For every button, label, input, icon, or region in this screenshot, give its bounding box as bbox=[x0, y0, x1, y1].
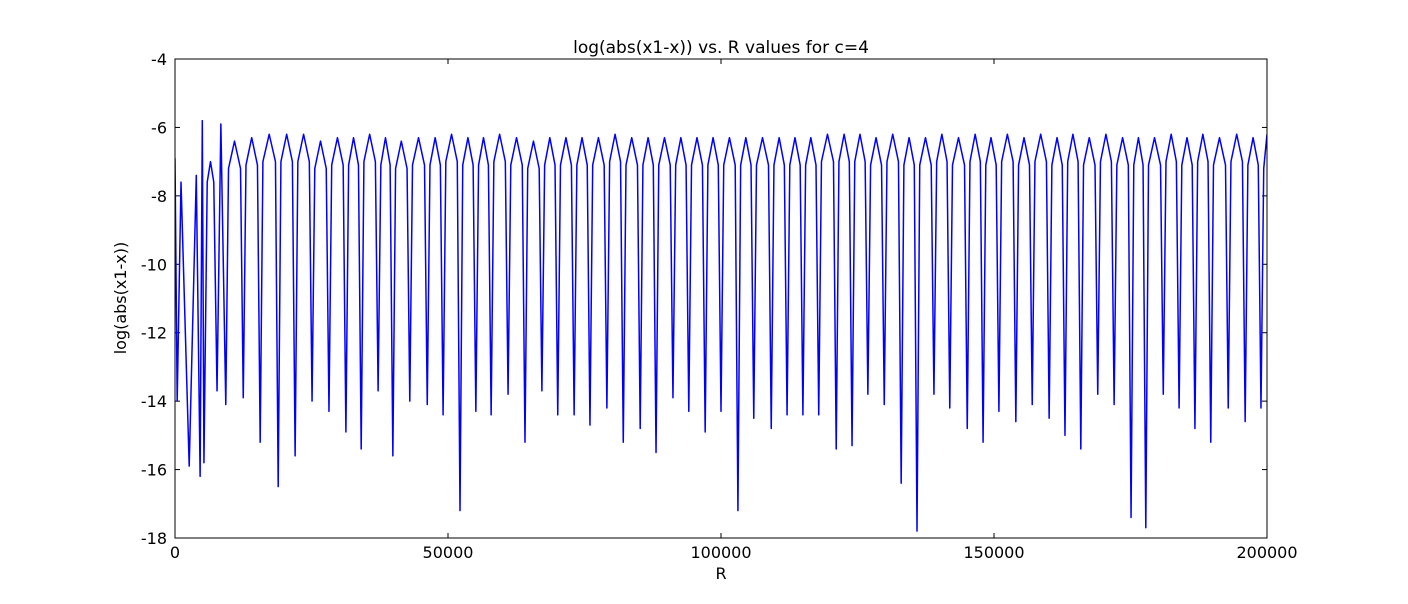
x-tick-label: 50000 bbox=[423, 543, 474, 562]
x-tick-label: 0 bbox=[170, 543, 180, 562]
y-axis-label: log(abs(x1-x)) bbox=[111, 242, 130, 355]
y-tick-label: -18 bbox=[141, 529, 167, 548]
data-line bbox=[175, 119, 1267, 532]
x-axis-label: R bbox=[715, 564, 726, 583]
y-tick-label: -4 bbox=[151, 50, 167, 69]
chart-title: log(abs(x1-x)) vs. R values for c=4 bbox=[573, 38, 869, 58]
plot-frame bbox=[174, 58, 1268, 539]
y-tick-label: -10 bbox=[141, 255, 167, 274]
y-tick-label: -16 bbox=[141, 461, 167, 480]
y-tick-label: -14 bbox=[141, 392, 167, 411]
x-tick-label: 200000 bbox=[1236, 543, 1297, 562]
y-tick-label: -12 bbox=[141, 324, 167, 343]
y-tick-label: -6 bbox=[151, 118, 167, 137]
x-tick-label: 150000 bbox=[963, 543, 1024, 562]
x-tick-label: 100000 bbox=[690, 543, 751, 562]
y-tick-label: -8 bbox=[151, 187, 167, 206]
